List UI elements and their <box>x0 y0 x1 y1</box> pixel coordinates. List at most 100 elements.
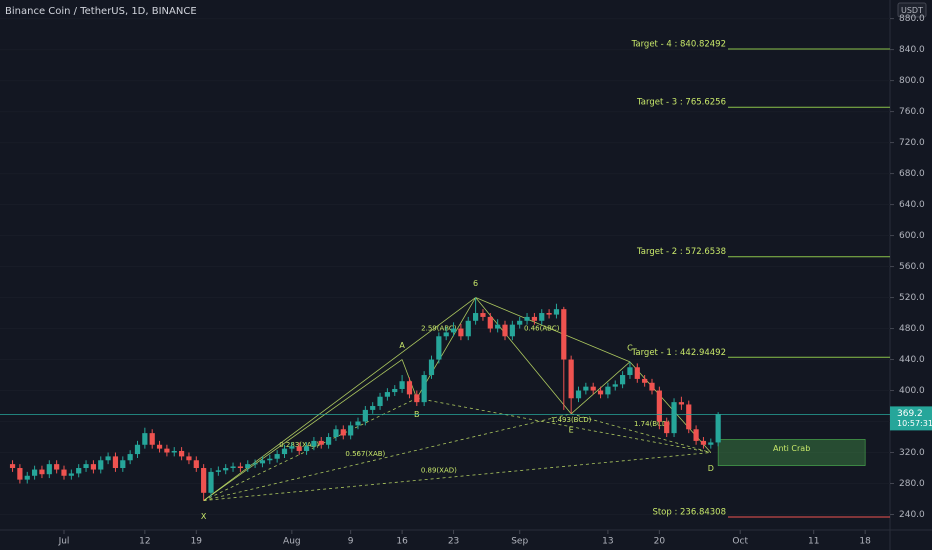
pattern-label: X <box>201 512 207 521</box>
candle-body <box>561 309 567 360</box>
candle-body <box>259 460 266 464</box>
level-label: Target - 4 : 840.82492 <box>631 39 726 49</box>
candle-body <box>384 392 390 397</box>
candle-body <box>318 440 324 445</box>
pattern-dash <box>203 452 711 501</box>
y-tick-label: 320.0 <box>899 448 925 458</box>
candle-body <box>546 313 552 315</box>
candle-body <box>274 454 280 459</box>
candle-body <box>193 460 199 469</box>
candle-body <box>664 421 670 434</box>
candle-body <box>406 381 413 395</box>
candle-body <box>156 444 163 449</box>
y-tick-label: 280.0 <box>899 479 925 489</box>
y-tick-label: 640.0 <box>899 200 925 210</box>
currency: USDT <box>901 6 923 15</box>
candle-body <box>377 396 383 407</box>
candle-body <box>9 464 16 469</box>
candle-body <box>24 475 30 480</box>
level-label: Stop : 236.84308 <box>652 507 726 517</box>
candle-body <box>83 464 89 469</box>
pattern-dash <box>571 413 711 453</box>
pattern-dash <box>203 413 572 501</box>
candle-body <box>171 450 177 453</box>
candle-body <box>32 469 38 476</box>
candle-body <box>61 469 67 476</box>
pattern-label: D <box>708 464 714 473</box>
candle-body <box>575 390 582 399</box>
candle-body <box>487 316 493 329</box>
y-tick-label: 440.0 <box>899 355 925 365</box>
candle-body <box>54 464 60 470</box>
level-label: Target - 2 : 572.6538 <box>636 247 726 257</box>
candle-body <box>436 336 442 360</box>
candle-body <box>590 386 596 391</box>
last-price-label: 369.2 <box>897 409 923 419</box>
candle-body <box>46 464 52 475</box>
candle-body <box>414 394 420 403</box>
y-tick-label: 760.0 <box>899 107 925 117</box>
candle-body <box>333 429 339 438</box>
x-tick-label: Sep <box>511 537 528 547</box>
candle-body <box>649 382 655 391</box>
candle-body <box>186 456 192 461</box>
candle-body <box>517 320 523 325</box>
candle-body <box>620 375 626 385</box>
candle-body <box>539 313 545 321</box>
candle-body <box>473 313 479 321</box>
candle-body <box>634 367 640 379</box>
candle-body <box>465 320 471 337</box>
currency-box[interactable] <box>897 2 927 18</box>
candle-body <box>208 471 214 493</box>
y-tick-label: 240.0 <box>899 510 925 520</box>
zone <box>717 439 866 466</box>
candle-body <box>267 458 273 461</box>
candle-body <box>340 429 346 436</box>
candle-body <box>450 328 457 333</box>
candle-body <box>326 437 332 445</box>
x-tick-label: 16 <box>396 537 408 547</box>
pattern-dash <box>416 397 711 453</box>
zone-label: Anti Crab <box>773 444 810 453</box>
y-tick-label: 720.0 <box>899 138 925 148</box>
x-tick-label: 20 <box>654 537 666 547</box>
ratio-label: 0.89(XAD) <box>421 466 457 474</box>
x-tick-label: 18 <box>859 537 871 547</box>
candle-body <box>605 386 611 395</box>
x-tick-label: Oct <box>732 537 748 547</box>
candle-body <box>708 442 714 445</box>
candle-body <box>164 448 170 453</box>
ratio-label: 1.493(BCD) <box>551 416 592 424</box>
candle-body <box>252 463 258 465</box>
pattern-label: A <box>399 341 405 350</box>
candle-body <box>362 409 368 422</box>
chart-title: Binance Coin / TetherUS, 1D, BINANCE <box>5 6 197 17</box>
candle-body <box>134 444 141 455</box>
candle-body <box>370 406 376 410</box>
candle-body <box>105 456 111 461</box>
candle-body <box>281 448 288 455</box>
candle-body <box>392 388 398 393</box>
x-tick-label: 9 <box>348 537 354 547</box>
ratio-label: 1.74(BCD) <box>634 420 670 428</box>
x-tick-label: 12 <box>139 537 150 547</box>
x-tick-label: Aug <box>283 537 301 547</box>
x-tick-label: Jul <box>58 537 70 547</box>
candle-body <box>583 386 589 391</box>
level-label: Target - 3 : 765.6256 <box>636 98 726 108</box>
y-tick-label: 680.0 <box>899 169 925 179</box>
candle-body <box>39 469 45 475</box>
candle-body <box>642 378 648 383</box>
candle-body <box>68 473 74 476</box>
pattern-label: C <box>627 343 633 352</box>
candle-body <box>700 440 707 445</box>
candle-body <box>421 375 427 403</box>
ratio-label: 2.59(ABC) <box>421 325 457 333</box>
candle-body <box>458 328 464 337</box>
y-tick-label: 800.0 <box>899 76 925 86</box>
candle-body <box>296 446 302 451</box>
x-tick-label: 23 <box>448 537 459 547</box>
pattern-label: 6 <box>473 279 478 288</box>
candle-body <box>127 454 133 461</box>
